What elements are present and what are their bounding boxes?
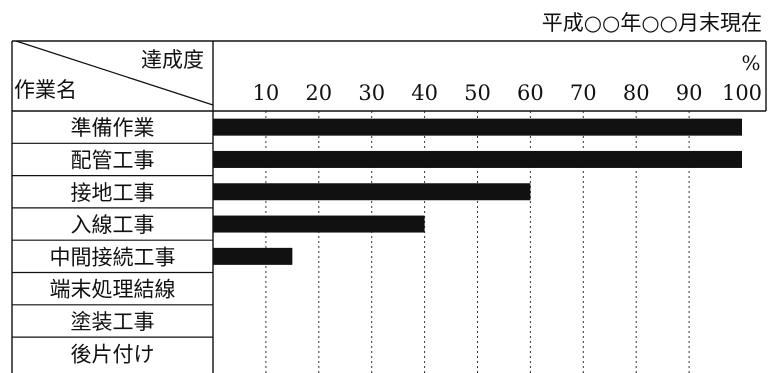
x-tick-label: 30: [358, 81, 385, 105]
progress-bar: [213, 215, 425, 233]
progress-bar: [213, 118, 742, 136]
x-axis-ticks: 10 20 30 40 50 60 70 80 90 100: [253, 81, 763, 105]
task-label: 中間接続工事: [50, 245, 176, 269]
task-label: 準備作業: [71, 116, 155, 140]
header-achievement-label: 達成度: [141, 48, 204, 72]
task-label: 後片付け: [71, 342, 155, 366]
x-tick-label: 10: [253, 81, 280, 105]
x-tick-label: 80: [623, 81, 650, 105]
x-tick-label: 60: [517, 81, 544, 105]
x-tick-label: 20: [305, 81, 332, 105]
task-label: 接地工事: [71, 181, 155, 205]
task-label: 端末処理結線: [50, 278, 176, 302]
x-tick-label: 50: [464, 81, 491, 105]
percent-unit-label: %: [741, 51, 760, 75]
grid-lines: [265, 111, 690, 373]
as-of-date-label: 平成○○年○○月末現在: [542, 11, 762, 35]
task-label: 入線工事: [71, 213, 155, 237]
x-tick-label: 100: [722, 81, 762, 105]
x-tick-label: 70: [570, 81, 597, 105]
task-label: 塗装工事: [71, 310, 155, 334]
x-tick-label: 40: [411, 81, 438, 105]
header-diagonal-line: [15, 40, 214, 106]
progress-bars: [213, 118, 742, 265]
x-tick-label: 90: [676, 81, 703, 105]
progress-bar: [213, 150, 742, 168]
header-task-name-label: 作業名: [14, 78, 77, 102]
progress-bar: [213, 183, 531, 201]
progress-bar: [213, 247, 293, 265]
task-label: 配管工事: [71, 148, 155, 172]
table-frame: [11, 40, 767, 373]
